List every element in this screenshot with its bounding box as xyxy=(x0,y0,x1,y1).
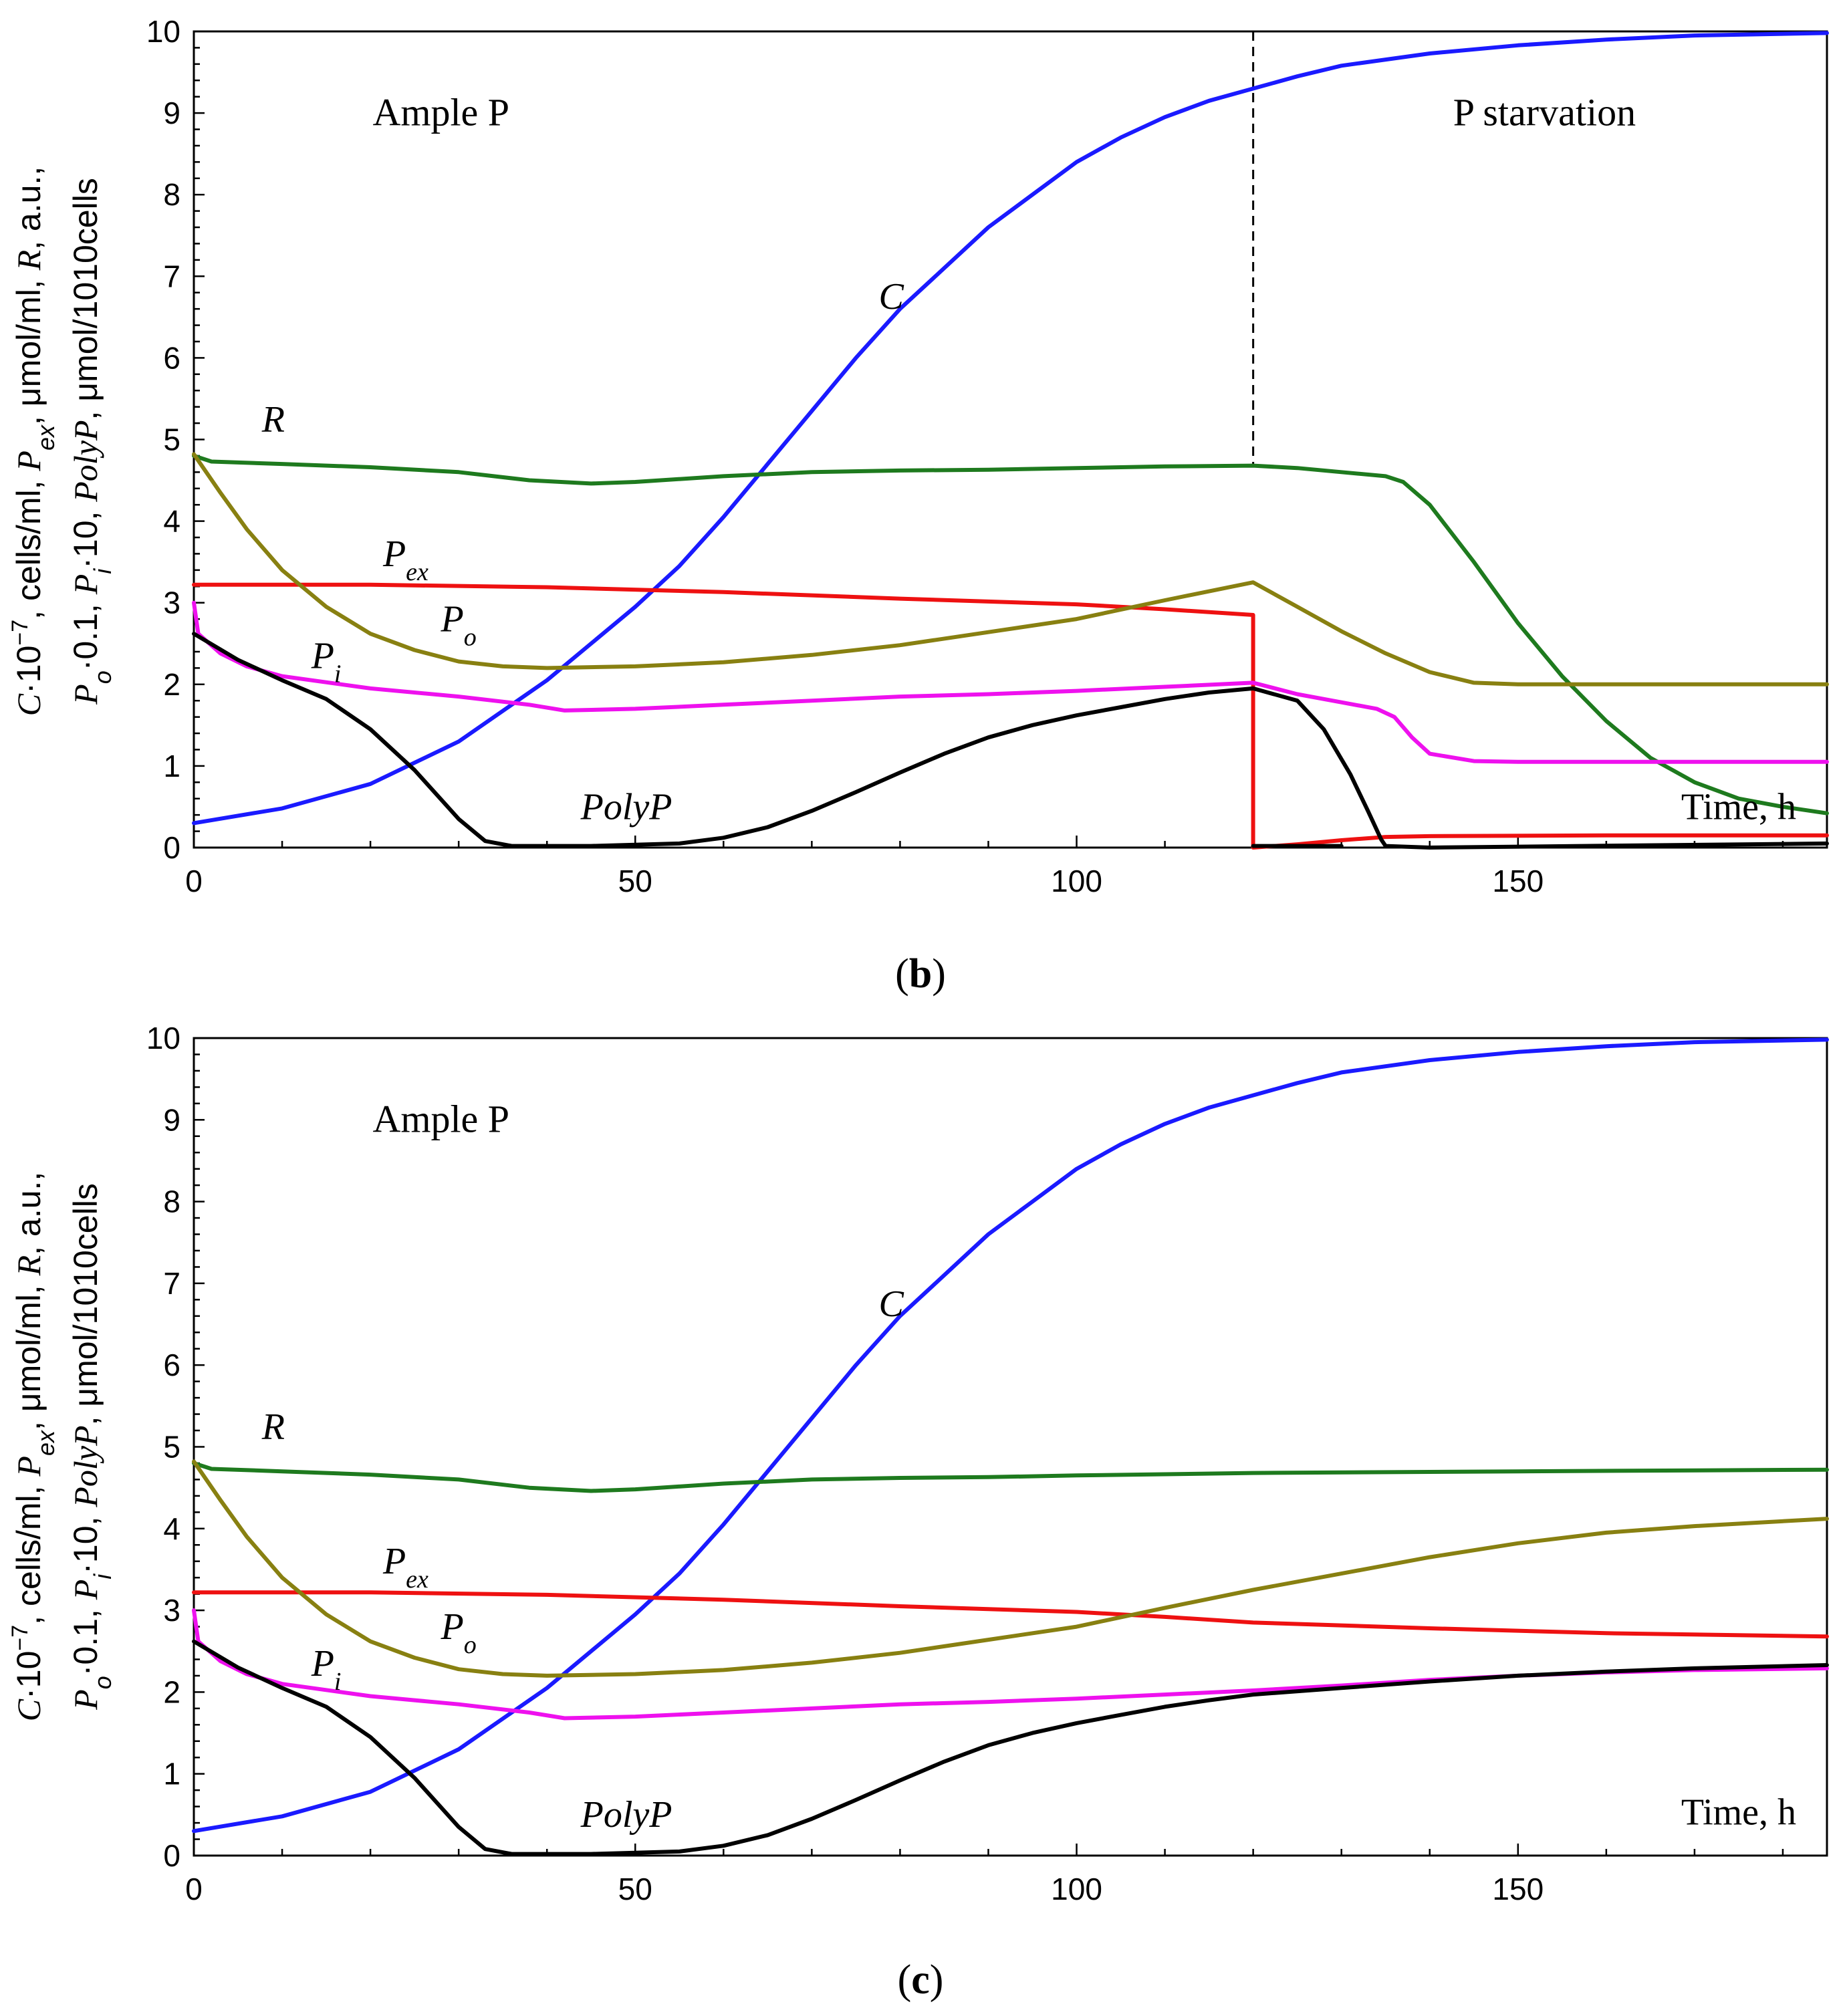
x-tick-label: 100 xyxy=(1051,864,1102,898)
y-axis-title: C·10−7, cells/ml, Pex, μmol/ml, R, a.u., xyxy=(7,166,59,716)
series-label-pex: Pex xyxy=(382,533,428,586)
x-tick-label: 50 xyxy=(618,1872,652,1906)
y-tick-label: 9 xyxy=(163,96,180,130)
x-tick-label: 150 xyxy=(1492,864,1544,898)
series-line-pex xyxy=(192,582,1829,850)
series-label-pex: Pex xyxy=(382,1541,428,1594)
series-label-polyp: PolyP xyxy=(580,1794,672,1836)
series-label-pi: Pi xyxy=(311,635,342,688)
y-tick-label: 3 xyxy=(163,586,180,620)
series-line-po xyxy=(192,1459,1829,1678)
y-tick-label: 3 xyxy=(163,1593,180,1628)
y-tick-label: 7 xyxy=(163,259,180,293)
annotation-ample-p: Ample P xyxy=(372,1098,509,1141)
series-label-po: Po xyxy=(441,1606,477,1659)
y-tick-label: 6 xyxy=(163,1348,180,1382)
series-line-c xyxy=(192,31,1829,826)
y-tick-label: 1 xyxy=(163,749,180,783)
series-line-pi xyxy=(192,600,1829,764)
series-line-r xyxy=(192,1461,1829,1493)
panel-label-c-letter: c xyxy=(911,1957,930,2003)
y-tick-label: 8 xyxy=(163,177,180,212)
series-label-polyp: PolyP xyxy=(580,786,672,828)
x-tick-label: 150 xyxy=(1492,1872,1544,1906)
series-line-pex xyxy=(192,1590,1829,1639)
y-tick-label: 7 xyxy=(163,1266,180,1301)
y-tick-label: 4 xyxy=(163,1511,180,1546)
y-tick-label: 9 xyxy=(163,1102,180,1137)
series-label-pi: Pi xyxy=(311,1643,342,1696)
series-label-c: C xyxy=(879,276,904,318)
panel-label-c: (c) xyxy=(898,1957,944,2003)
y-tick-label: 2 xyxy=(163,1674,180,1709)
annotation-p-starvation: P starvation xyxy=(1453,90,1636,134)
series-line-po xyxy=(192,452,1829,686)
series-label-po: Po xyxy=(441,598,477,651)
x-tick-label: 0 xyxy=(185,1872,203,1906)
y-tick-label: 1 xyxy=(163,1757,180,1791)
series-line-polyp xyxy=(192,1639,1829,1856)
y-axis-title: Po·0.1, Pi·10, PolyP, μmol/1010cells xyxy=(67,1183,116,1711)
series-label-r: R xyxy=(261,1406,285,1447)
y-axis-title: Po·0.1, Pi·10, PolyP, μmol/1010cells xyxy=(67,178,116,705)
series-line-r xyxy=(192,453,1829,815)
x-axis-title: Time, h xyxy=(1681,1792,1796,1834)
series-label-r: R xyxy=(261,398,285,440)
y-tick-label: 4 xyxy=(163,504,180,539)
series-line-c xyxy=(192,1037,1829,1834)
series-line-polyp xyxy=(192,632,1829,850)
y-tick-label: 6 xyxy=(163,340,180,375)
y-axis-title: C·10−7, cells/ml, Pex, μmol/ml, R, a.u., xyxy=(7,1172,59,1721)
y-tick-label: 2 xyxy=(163,667,180,702)
panel-label-b-letter: b xyxy=(909,951,932,997)
annotation-ample-p: Ample P xyxy=(372,90,509,134)
x-tick-label: 100 xyxy=(1051,1872,1102,1906)
y-tick-label: 5 xyxy=(163,1430,180,1465)
y-tick-label: 5 xyxy=(163,422,180,457)
y-tick-label: 0 xyxy=(163,830,180,865)
panel-label-b: (b) xyxy=(895,951,946,997)
y-tick-label: 0 xyxy=(163,1838,180,1873)
x-tick-label: 0 xyxy=(185,864,203,898)
x-axis-title: Time, h xyxy=(1681,786,1796,828)
y-tick-label: 10 xyxy=(146,1021,180,1055)
x-tick-label: 50 xyxy=(618,864,652,898)
series-label-c: C xyxy=(879,1283,904,1325)
y-tick-label: 10 xyxy=(146,14,180,49)
y-tick-label: 8 xyxy=(163,1184,180,1219)
